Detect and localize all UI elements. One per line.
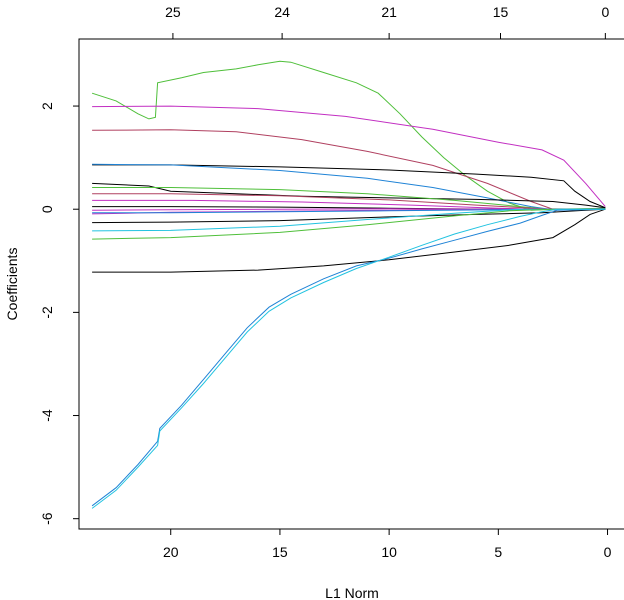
top-tick-label: 21 xyxy=(381,4,397,20)
x-tick-label: 0 xyxy=(604,544,612,560)
coefficient-line-6 xyxy=(92,182,606,209)
plot-frame xyxy=(78,38,624,530)
y-tick-label: -6 xyxy=(39,512,55,525)
top-tick-label: 0 xyxy=(601,4,609,20)
top-tick-label: 24 xyxy=(274,4,290,20)
coefficient-line-3 xyxy=(92,129,606,210)
coefficient-line-2 xyxy=(92,105,606,207)
y-tick-label: 0 xyxy=(39,205,55,213)
y-tick-label: 2 xyxy=(39,102,55,110)
x-axis-title: L1 Norm xyxy=(325,585,379,600)
x-tick-label: 20 xyxy=(163,544,179,560)
y-tick-label: -2 xyxy=(39,306,55,319)
y-axis-title: Coefficients xyxy=(4,248,20,321)
coefficient-line-17 xyxy=(92,208,606,273)
x-tick-label: 15 xyxy=(272,544,288,560)
coefficient-line-18 xyxy=(91,208,606,507)
x-tick-label: 5 xyxy=(494,544,502,560)
top-tick-label: 15 xyxy=(493,4,509,20)
coefficient-line-19 xyxy=(91,208,606,509)
axis-layer: 20 15 10 5 0 25 24 21 15 0 -6 -4 -2 0 2 xyxy=(39,4,612,560)
x-tick-label: 10 xyxy=(381,544,397,560)
y-tick-label: -4 xyxy=(39,409,55,422)
coefficient-line-14 xyxy=(92,208,606,224)
coefficient-line-1 xyxy=(91,60,606,211)
coefficient-line-4 xyxy=(92,164,606,209)
series-layer xyxy=(91,60,606,509)
coefficient-line-16 xyxy=(92,208,606,240)
top-tick-label: 25 xyxy=(165,4,181,20)
